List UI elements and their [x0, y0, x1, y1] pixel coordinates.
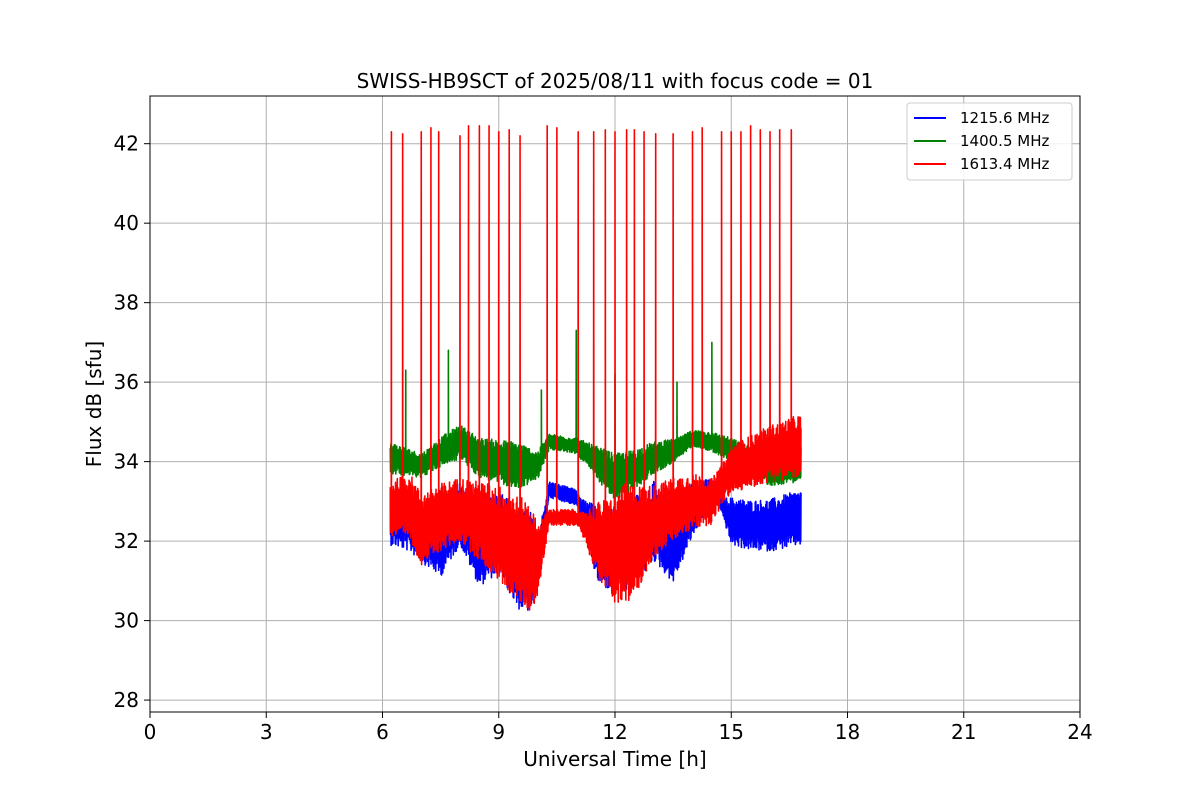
x-tick-label: 12 — [602, 720, 627, 744]
y-tick-label: 36 — [114, 370, 139, 394]
x-tick-label: 24 — [1067, 720, 1092, 744]
series-line-2 — [389, 125, 802, 611]
x-tick-label: 15 — [719, 720, 744, 744]
legend: 1215.6 MHz 1400.5 MHz 1613.4 MHz — [906, 102, 1073, 181]
y-tick-label: 34 — [114, 450, 139, 474]
x-tick-label: 3 — [260, 720, 273, 744]
legend-box — [906, 102, 1073, 181]
y-tick-label: 30 — [114, 609, 139, 633]
plot-area — [389, 125, 802, 611]
y-tick-label: 28 — [114, 688, 139, 712]
x-tick-label: 9 — [492, 720, 505, 744]
x-tick-label: 0 — [144, 720, 157, 744]
y-tick-label: 32 — [114, 529, 139, 553]
x-axis-label: Universal Time [h] — [523, 747, 706, 771]
legend-label: 1613.4 MHz — [960, 155, 1049, 173]
chart-title: SWISS-HB9SCT of 2025/08/11 with focus co… — [357, 69, 874, 93]
y-axis-label: Flux dB [sfu] — [82, 341, 106, 467]
x-tick-label: 6 — [376, 720, 389, 744]
y-tick-label: 38 — [114, 291, 139, 315]
y-tick-label: 42 — [114, 132, 139, 156]
y-tick-label: 40 — [114, 211, 139, 235]
legend-label: 1400.5 MHz — [960, 132, 1049, 150]
legend-label: 1215.6 MHz — [960, 109, 1049, 127]
x-tick-label: 18 — [835, 720, 860, 744]
x-tick-label: 21 — [951, 720, 976, 744]
